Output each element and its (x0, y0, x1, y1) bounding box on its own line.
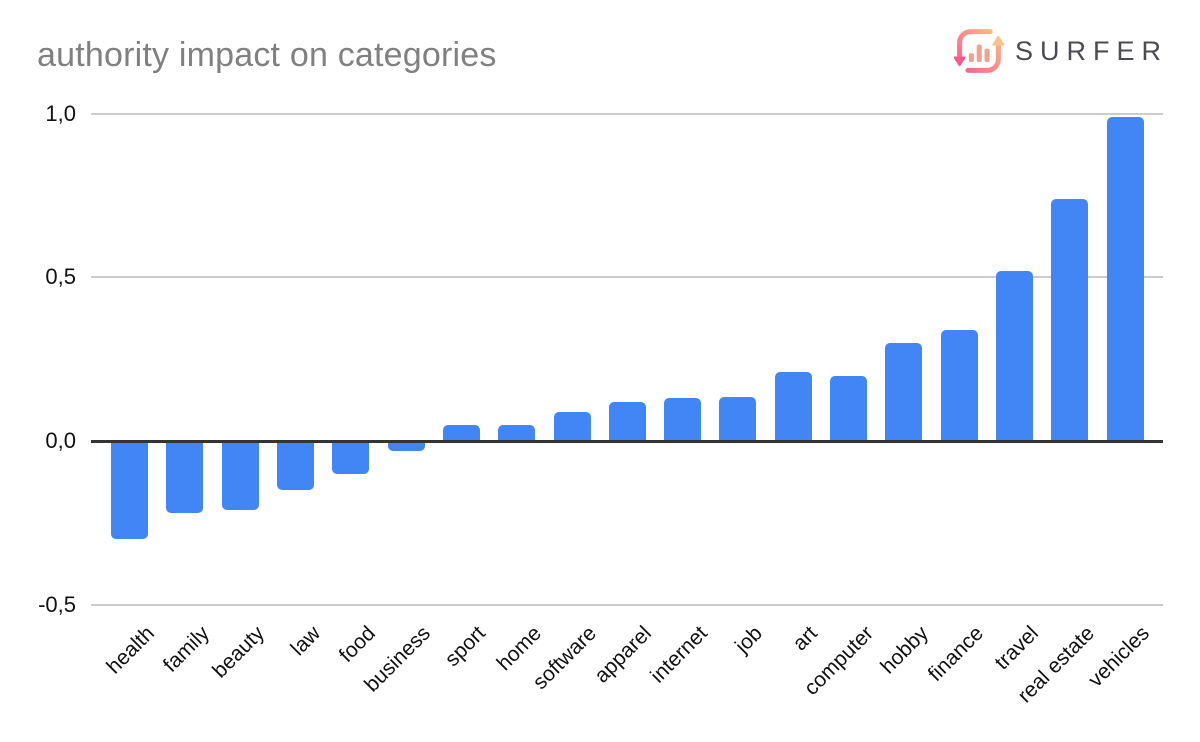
bar-business (387, 441, 425, 451)
gridline (91, 603, 1163, 606)
bar-law (277, 441, 315, 491)
bar-internet (664, 398, 702, 441)
bar-job (719, 396, 757, 441)
bar-health (111, 441, 149, 540)
bar-finance (940, 329, 978, 441)
surfer-logo: SURFER (953, 27, 1168, 75)
bar-real-estate (1051, 198, 1089, 441)
bar-travel (995, 270, 1033, 441)
y-tick-label: 1,0 (45, 100, 76, 126)
bar-art (774, 372, 812, 441)
bar-sport (442, 424, 480, 441)
bar-food (332, 441, 370, 474)
bar-vehicles (1106, 116, 1144, 441)
bar-apparel (608, 401, 646, 441)
y-tick-label: -0,5 (38, 591, 76, 617)
y-tick-label: 0,0 (45, 428, 76, 453)
gridline (91, 276, 1163, 279)
bar-software (553, 411, 591, 441)
bar-home (498, 424, 536, 441)
surfer-logo-icon (953, 29, 1004, 73)
bar-hobby (885, 342, 923, 441)
bar-family (166, 441, 204, 513)
gridline (91, 112, 1163, 115)
surfer-logo-text: SURFER (1014, 35, 1168, 66)
x-axis-line (91, 439, 1163, 443)
chart-title: authority impact on categories (37, 36, 497, 74)
bar-beauty (221, 441, 259, 510)
bar-computer (830, 375, 868, 441)
y-tick-label: 0,5 (45, 264, 76, 290)
